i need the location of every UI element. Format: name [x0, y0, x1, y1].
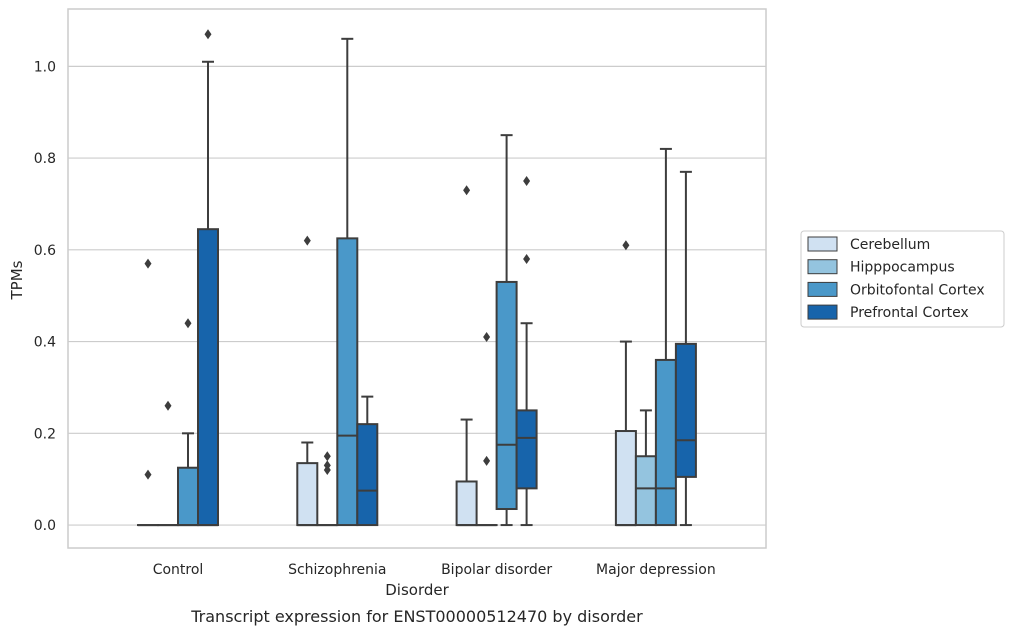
box-prefrontal-cortex [674, 170, 697, 527]
outlier-point [323, 465, 331, 476]
y-axis-label: TPMs [8, 260, 26, 300]
y-tick-label: 0.0 [34, 518, 56, 534]
legend-swatch [807, 259, 838, 275]
box [455, 480, 478, 527]
box-prefrontal-cortex [197, 29, 219, 527]
box [495, 280, 518, 511]
y-tick-label: 0.6 [34, 243, 56, 259]
legend-swatch [807, 236, 838, 252]
x-axis-label: Disorder [385, 581, 449, 599]
legend-label: Hipppocampus [850, 260, 955, 276]
box [356, 423, 379, 527]
box-orbitofontal-cortex [336, 37, 359, 527]
box-hipppocampus [634, 409, 657, 527]
y-tick-label: 1.0 [34, 59, 56, 75]
box-prefrontal-cortex [515, 176, 538, 527]
chart-caption: Transcript expression for ENST0000051247… [190, 607, 643, 626]
box-orbitofontal-cortex [654, 147, 677, 527]
x-tick-label: Major depression [596, 562, 716, 578]
outlier-point [463, 185, 471, 196]
box [336, 237, 359, 527]
outlier-point [303, 235, 311, 246]
box-hipppocampus [157, 400, 179, 527]
outlier-point [144, 469, 152, 480]
legend: Cerebellum Hipppocampus Orbitofontal Corte… [800, 230, 1005, 328]
box [614, 430, 637, 527]
box [634, 455, 657, 527]
box [177, 466, 199, 527]
box-cerebellum [296, 235, 319, 527]
box-cerebellum [614, 240, 637, 527]
box-orbitofontal-cortex [495, 134, 518, 527]
legend-swatch [807, 281, 838, 297]
legend-label: Orbitofontal Cortex [850, 282, 985, 298]
outlier-point [483, 331, 491, 342]
outlier-point [523, 254, 531, 265]
box [654, 358, 677, 527]
y-tick-labels: 0.0 0.2 0.4 0.6 0.8 1.0 [34, 59, 56, 534]
outlier-point [164, 400, 172, 411]
box-prefrontal-cortex [356, 395, 379, 527]
outlier-point [144, 258, 152, 269]
outlier-point [622, 240, 630, 251]
x-tick-label: Control [153, 562, 204, 578]
outlier-point [523, 176, 531, 187]
y-tick-label: 0.2 [34, 426, 56, 442]
box-hipppocampus [316, 451, 339, 527]
box-orbitofontal-cortex [177, 318, 199, 527]
plot-frame [67, 8, 767, 549]
outlier-point [204, 29, 212, 40]
box-series [137, 29, 697, 527]
x-tick-labels: Control Schizophrenia Bipolar disorder Majo… [153, 562, 716, 578]
y-tick-label: 0.8 [34, 151, 56, 167]
legend-label: Prefrontal Cortex [850, 305, 969, 321]
y-tick-label: 0.4 [34, 335, 56, 351]
box-cerebellum [137, 258, 159, 527]
legend-frame [800, 230, 1005, 328]
legend-label: Cerebellum [850, 237, 930, 253]
box [296, 462, 319, 527]
outlier-point [323, 451, 331, 462]
outlier-point [184, 318, 192, 329]
box-cerebellum [455, 185, 478, 527]
box [674, 342, 697, 478]
box [515, 409, 538, 490]
x-tick-label: Bipolar disorder [441, 562, 552, 578]
outlier-point [483, 455, 491, 466]
x-tick-label: Schizophrenia [288, 562, 386, 578]
box [197, 228, 219, 527]
box-hipppocampus [475, 331, 498, 527]
legend-swatch [807, 304, 838, 320]
